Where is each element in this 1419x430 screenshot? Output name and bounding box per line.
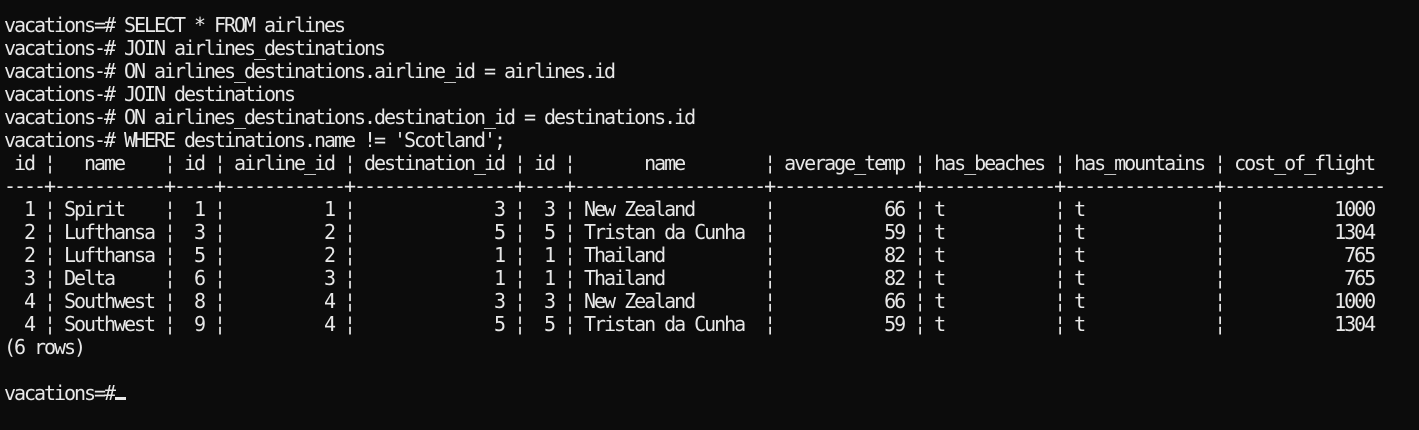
terminal-window[interactable]: vacations=# SELECT * FROM airlines vacat…: [4, 14, 1414, 405]
result-separator: ----+-----------+----+------------+-----…: [4, 175, 1386, 198]
command-line: vacations-# ON airlines_destinations.air…: [4, 60, 616, 83]
prompt: vacations=#: [4, 382, 116, 405]
result-header-row: id ¦ name ¦ id ¦ airline_id ¦ destinatio…: [4, 152, 1376, 175]
text-cursor: [115, 397, 127, 400]
command-line: vacations=# SELECT * FROM airlines: [4, 14, 346, 37]
command-line: vacations-# ON airlines_destinations.des…: [4, 106, 696, 129]
row-count: (6 rows): [4, 336, 86, 359]
command-line: vacations-# JOIN destinations: [4, 83, 296, 106]
result-row: 2 ¦ Lufthansa ¦ 3 ¦ 2 ¦ 5 ¦ 5 ¦ Tristan …: [4, 221, 1376, 244]
result-row: 1 ¦ Spirit ¦ 1 ¦ 1 ¦ 3 ¦ 3 ¦ New Zealand…: [4, 198, 1376, 221]
result-row: 3 ¦ Delta ¦ 6 ¦ 3 ¦ 1 ¦ 1 ¦ Thailand ¦ 8…: [4, 267, 1376, 290]
result-row: 4 ¦ Southwest ¦ 9 ¦ 4 ¦ 5 ¦ 5 ¦ Tristan …: [4, 313, 1376, 336]
command-line: vacations-# WHERE destinations.name != '…: [4, 129, 506, 152]
prompt-line[interactable]: vacations=#: [4, 382, 1414, 405]
result-row: 2 ¦ Lufthansa ¦ 5 ¦ 2 ¦ 1 ¦ 1 ¦ Thailand…: [4, 244, 1376, 267]
command-line: vacations-# JOIN airlines_destinations: [4, 37, 386, 60]
blank-line: [4, 359, 1414, 382]
result-row: 4 ¦ Southwest ¦ 8 ¦ 4 ¦ 3 ¦ 3 ¦ New Zeal…: [4, 290, 1376, 313]
